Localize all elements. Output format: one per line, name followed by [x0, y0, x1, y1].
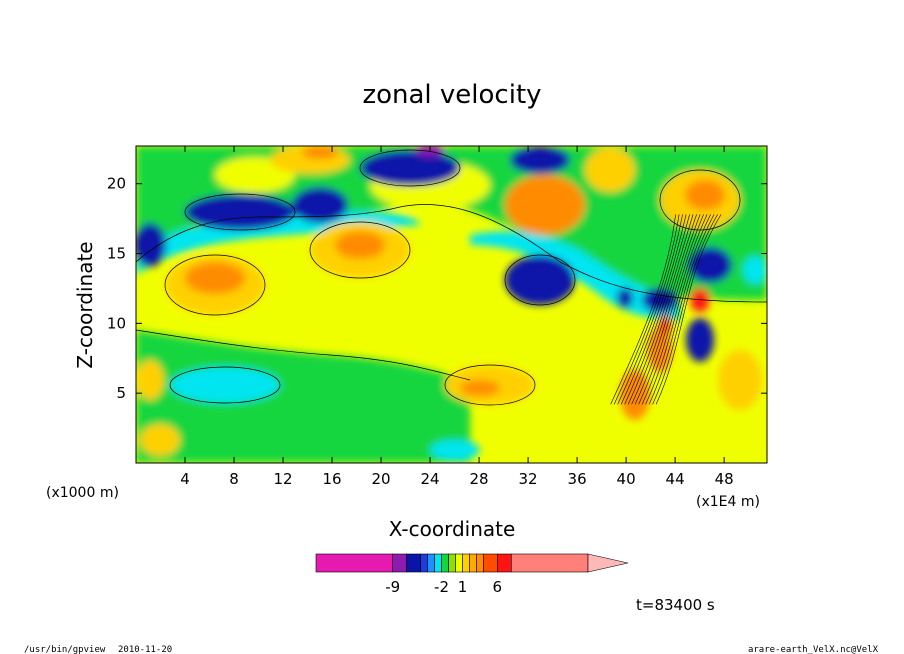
- colorbar-segment: [434, 553, 442, 573]
- colorbar-segment: [392, 553, 407, 573]
- colorbar-tick-label: 1: [458, 578, 468, 596]
- colorbar-segment: [420, 553, 428, 573]
- colorbar-arrow: [587, 553, 629, 573]
- x-tick-label: 44: [666, 470, 685, 488]
- time-label: t=83400 s: [636, 596, 715, 614]
- colorbar-segment: [406, 553, 421, 573]
- contour-line: [641, 214, 708, 405]
- x-scale-label: (x1E4 m): [696, 494, 760, 510]
- colorbar-tick-label: -9: [385, 578, 400, 596]
- contour-line: [645, 214, 711, 405]
- colorbar-segment: [462, 553, 470, 573]
- colorbar-tick-label: -2: [434, 578, 449, 596]
- contour-line: [655, 214, 722, 405]
- contour-line: [613, 214, 680, 405]
- x-tick-label: 48: [715, 470, 734, 488]
- contour-line: [620, 214, 687, 405]
- y-axis-ticks: 5 10 15 20: [107, 175, 767, 402]
- x-tick-label: 16: [322, 470, 341, 488]
- x-axis-label: X-coordinate: [389, 517, 516, 541]
- x-unit-label: (x1000 m): [46, 485, 119, 501]
- colorbar-segment: [483, 553, 498, 573]
- colorbar-segment: [510, 553, 589, 573]
- x-tick-label: 28: [470, 470, 489, 488]
- x-tick-label: 20: [372, 470, 391, 488]
- chart-title: zonal velocity: [362, 80, 541, 110]
- x-tick-label: 4: [180, 470, 190, 488]
- colorbar-segment: [448, 553, 456, 573]
- contour-line: [617, 214, 683, 405]
- x-tick-label: 12: [273, 470, 292, 488]
- contour-line: [627, 214, 694, 405]
- y-axis-label: Z-coordinate: [73, 241, 97, 368]
- plot-area: [136, 146, 767, 463]
- y-tick-label: 5: [116, 384, 126, 402]
- footer-program: /usr/bin/gpview: [24, 645, 106, 654]
- footer-date: 2010-11-20: [118, 645, 172, 654]
- colorbar-segment: [469, 553, 477, 573]
- footer-source: arare-earth_VelX.nc@VelX: [748, 645, 879, 654]
- x-axis-ticks: 4 8 12 16 20 24 28 32 36 40 44 48: [180, 146, 734, 488]
- x-tick-label: 36: [568, 470, 587, 488]
- plot-frame: [135, 145, 768, 464]
- contour-line: [624, 214, 690, 405]
- x-tick-label: 8: [229, 470, 239, 488]
- x-tick-label: 32: [519, 470, 538, 488]
- x-tick-label: 24: [421, 470, 440, 488]
- colorbar-segment: [441, 553, 449, 573]
- x-tick-label: 40: [617, 470, 636, 488]
- contour-line: [652, 214, 718, 405]
- colorbar-tick-labels: -9 -2 1 6: [385, 578, 502, 596]
- y-tick-label: 10: [107, 314, 126, 332]
- colorbar-segment: [315, 553, 394, 573]
- colorbar: [315, 553, 629, 573]
- colorbar-segment: [497, 553, 512, 573]
- contour-line: [648, 214, 715, 405]
- colorbar-segment: [427, 553, 435, 573]
- contour-line: [631, 214, 697, 405]
- y-tick-label: 20: [107, 175, 126, 193]
- colorbar-segment: [476, 553, 484, 573]
- contour-line: [638, 214, 704, 405]
- colorbar-tick-label: 6: [493, 578, 503, 596]
- contour-line: [610, 214, 676, 405]
- contour-line: [634, 214, 701, 405]
- y-tick-label: 15: [107, 245, 126, 263]
- colorbar-segment: [455, 553, 463, 573]
